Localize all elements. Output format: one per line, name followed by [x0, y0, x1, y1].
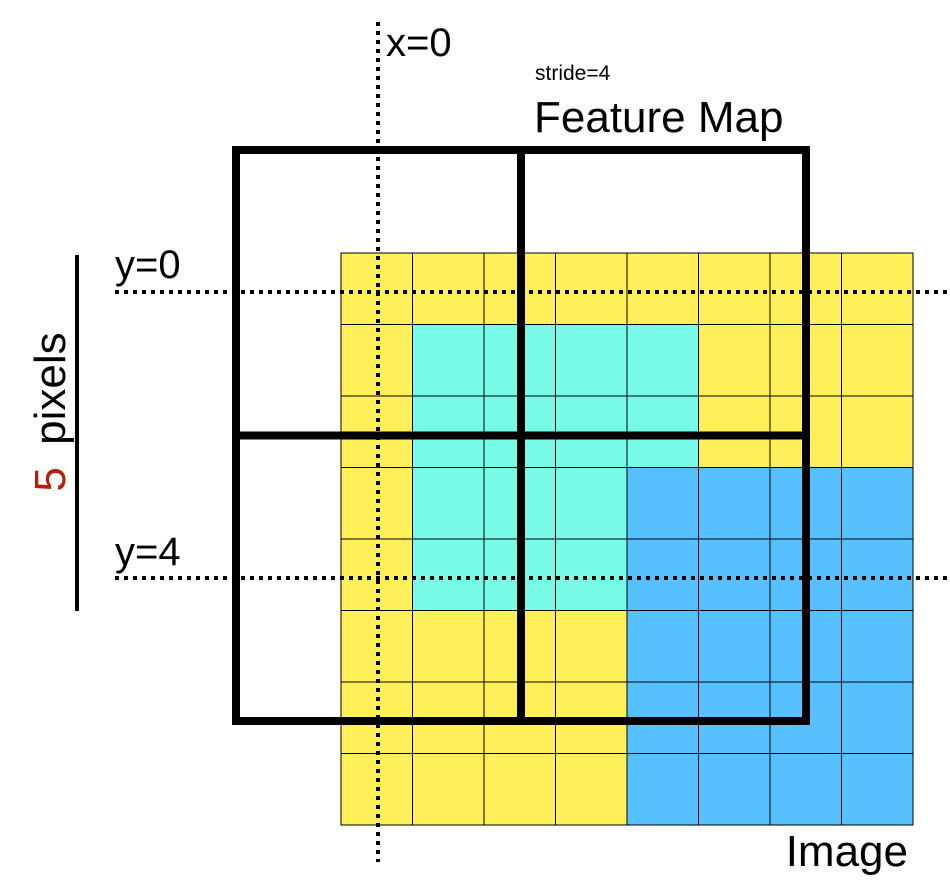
stride-label: stride=4	[535, 62, 611, 85]
image-pixel-cell	[841, 681, 914, 754]
image-pixel-cell	[412, 467, 485, 540]
image-pixel-cell	[412, 538, 485, 611]
image-pixel-cell	[626, 252, 699, 325]
image-pixel-cell	[698, 252, 771, 325]
y0-label: y=0	[115, 243, 181, 287]
image-pixel-cell	[841, 538, 914, 611]
feature-map-cell	[517, 431, 810, 725]
y4-label: y=4	[115, 530, 181, 574]
image-pixel-cell	[555, 467, 628, 540]
image-pixel-cell	[483, 753, 556, 826]
image-pixel-cell	[555, 610, 628, 683]
image-label: Image	[786, 827, 908, 876]
pixels-number: 5	[26, 467, 75, 491]
image-pixel-cell	[769, 753, 842, 826]
image-pixel-cell	[626, 467, 699, 540]
image-pixel-cell	[412, 324, 485, 397]
image-pixel-cell	[555, 753, 628, 826]
image-pixel-cell	[412, 610, 485, 683]
image-pixel-cell	[841, 467, 914, 540]
pixels-word: pixels	[26, 332, 75, 445]
image-pixel-cell	[698, 324, 771, 397]
image-pixel-cell	[698, 538, 771, 611]
pixels-vertical-label: 5 pixels	[26, 332, 75, 491]
image-pixel-cell	[841, 610, 914, 683]
image-pixel-cell	[555, 538, 628, 611]
image-pixel-grid	[340, 252, 914, 826]
image-pixel-cell	[412, 753, 485, 826]
image-pixel-cell	[626, 538, 699, 611]
feature-map-label: Feature Map	[534, 93, 783, 142]
image-pixel-cell	[698, 467, 771, 540]
image-pixel-cell	[841, 753, 914, 826]
image-pixel-cell	[626, 753, 699, 826]
image-pixel-cell	[626, 610, 699, 683]
image-pixel-cell	[626, 324, 699, 397]
x0-label: x=0	[386, 21, 452, 65]
image-pixel-cell	[412, 252, 485, 325]
image-pixel-cell	[555, 324, 628, 397]
feature-map-grid	[232, 146, 810, 725]
image-pixel-cell	[698, 753, 771, 826]
image-pixel-cell	[841, 252, 914, 325]
image-pixel-cell	[555, 252, 628, 325]
image-pixel-cell	[841, 324, 914, 397]
image-pixel-cell	[698, 610, 771, 683]
image-pixel-cell	[841, 395, 914, 468]
